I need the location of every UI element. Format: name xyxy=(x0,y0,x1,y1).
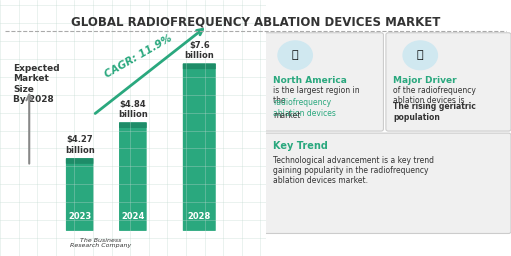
Text: Key Trend: Key Trend xyxy=(273,141,328,151)
FancyBboxPatch shape xyxy=(263,133,511,233)
Text: The Business
Research Company: The Business Research Company xyxy=(71,238,132,248)
Circle shape xyxy=(278,41,312,70)
Text: Major Driver: Major Driver xyxy=(393,76,457,85)
Text: of the radiofrequency
ablation devices is: of the radiofrequency ablation devices i… xyxy=(393,86,476,105)
Text: The rising geriatric
population: The rising geriatric population xyxy=(393,102,476,122)
FancyBboxPatch shape xyxy=(183,63,216,69)
Text: 💰: 💰 xyxy=(417,50,424,60)
FancyBboxPatch shape xyxy=(386,33,511,131)
Text: 2024: 2024 xyxy=(121,212,145,221)
Text: 🌎: 🌎 xyxy=(292,50,298,60)
FancyBboxPatch shape xyxy=(66,158,94,164)
Text: Technological advancement is a key trend
gaining popularity in the radiofrequenc: Technological advancement is a key trend… xyxy=(273,156,434,185)
Text: $7.6
billion: $7.6 billion xyxy=(184,41,214,60)
Text: 2028: 2028 xyxy=(188,212,211,221)
Text: GLOBAL RADIOFREQUENCY ABLATION DEVICES MARKET: GLOBAL RADIOFREQUENCY ABLATION DEVICES M… xyxy=(71,15,440,28)
FancyBboxPatch shape xyxy=(119,122,147,128)
Text: market: market xyxy=(273,111,300,120)
Text: radiofrequency
ablation devices: radiofrequency ablation devices xyxy=(273,98,336,118)
Text: 2023: 2023 xyxy=(68,212,91,221)
FancyBboxPatch shape xyxy=(263,33,383,131)
FancyBboxPatch shape xyxy=(119,122,147,231)
Text: $4.27
billion: $4.27 billion xyxy=(65,135,95,155)
Circle shape xyxy=(403,41,437,70)
Text: North America: North America xyxy=(273,76,347,85)
FancyBboxPatch shape xyxy=(183,63,216,231)
Text: is the largest region in
the: is the largest region in the xyxy=(273,86,360,105)
Text: CAGR: 11.9%: CAGR: 11.9% xyxy=(103,33,174,80)
FancyBboxPatch shape xyxy=(66,158,94,231)
Text: $4.84
billion: $4.84 billion xyxy=(118,100,148,119)
Text: Expected
Market
Size
By 2028: Expected Market Size By 2028 xyxy=(13,64,60,104)
